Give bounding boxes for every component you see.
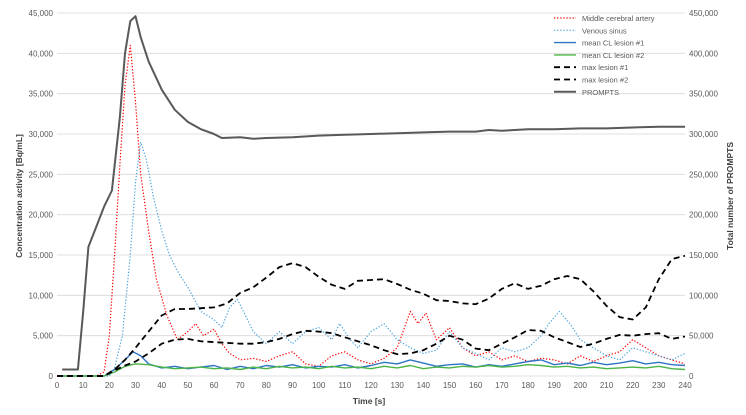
x-tick-label: 10 xyxy=(79,381,88,390)
y2-tick-label: 100,000 xyxy=(689,291,718,300)
y2-tick-label: 0 xyxy=(689,372,694,381)
x-tick-label: 190 xyxy=(547,381,561,390)
y-axis-ticks: 0 5,000 10,000 15,000 20,000 25,000 30,000 35,0… xyxy=(29,9,54,381)
legend-label-6: PROMPTS xyxy=(582,88,619,97)
x-tick-label: 30 xyxy=(131,381,140,390)
x-tick-label: 100 xyxy=(312,381,326,390)
x-tick-label: 150 xyxy=(443,381,457,390)
x-tick-label: 230 xyxy=(652,381,666,390)
y2-tick-label: 350,000 xyxy=(689,90,718,99)
x-tick-label: 0 xyxy=(55,381,60,390)
y-tick-label: 30,000 xyxy=(29,130,54,139)
y-tick-label: 15,000 xyxy=(29,251,54,260)
x-tick-label: 40 xyxy=(157,381,166,390)
y2-tick-label: 50,000 xyxy=(689,332,714,341)
x-tick-label: 50 xyxy=(183,381,192,390)
legend: Middle cerebral artery Venous sinus mean C… xyxy=(554,14,655,97)
y2-tick-label: 450,000 xyxy=(689,9,718,18)
y-tick-label: 25,000 xyxy=(29,170,54,179)
series-lines xyxy=(57,15,686,377)
y2-tick-label: 300,000 xyxy=(689,130,718,139)
y-tick-label: 10,000 xyxy=(29,291,54,300)
x-tick-label: 90 xyxy=(288,381,297,390)
y-tick-label: 40,000 xyxy=(29,49,54,58)
x-tick-label: 180 xyxy=(521,381,535,390)
legend-label-3: mean CL lesion #2 xyxy=(582,51,644,60)
x-tick-label: 140 xyxy=(417,381,431,390)
x-tick-label: 20 xyxy=(105,381,114,390)
y2-axis-ticks: 0 50,000 100,000 150,000 200,000 250,000 300,0… xyxy=(689,9,718,381)
legend-label-1: Venous sinus xyxy=(582,26,627,35)
series-line-1 xyxy=(57,141,686,377)
y-axis-title: Concentration activity [Bq/mL] xyxy=(14,134,24,258)
series-line-3 xyxy=(57,363,686,377)
series-line-4 xyxy=(57,329,686,377)
x-tick-label: 210 xyxy=(600,381,614,390)
y2-tick-label: 400,000 xyxy=(689,49,718,58)
x-axis-ticks: 0 10 20 30 40 50 60 70 80 90 100 110 120 130 140 150 160… xyxy=(55,381,692,390)
x-tick-label: 120 xyxy=(364,381,378,390)
series-line-5 xyxy=(57,254,686,377)
x-tick-label: 130 xyxy=(390,381,404,390)
x-axis-title: Time [s] xyxy=(353,396,386,406)
x-tick-label: 60 xyxy=(210,381,219,390)
x-tick-label: 240 xyxy=(678,381,692,390)
gridlines xyxy=(57,12,685,377)
y2-axis-title: Total number of PROMPTS xyxy=(725,142,735,250)
x-tick-label: 160 xyxy=(469,381,483,390)
x-tick-label: 70 xyxy=(236,381,245,390)
y-tick-label: 5,000 xyxy=(33,332,54,341)
series-line-2 xyxy=(57,351,686,377)
legend-label-2: mean CL lesion #1 xyxy=(582,39,644,48)
y2-tick-label: 150,000 xyxy=(689,251,718,260)
y-tick-label: 0 xyxy=(49,372,54,381)
y2-tick-label: 200,000 xyxy=(689,211,718,220)
legend-label-4: max lesion #1 xyxy=(582,63,628,72)
x-tick-label: 80 xyxy=(262,381,271,390)
y-tick-label: 45,000 xyxy=(29,9,54,18)
x-tick-label: 110 xyxy=(338,381,351,390)
y-tick-label: 35,000 xyxy=(29,90,54,99)
y-tick-label: 20,000 xyxy=(29,211,54,220)
legend-label-0: Middle cerebral artery xyxy=(582,14,655,23)
x-tick-label: 220 xyxy=(626,381,640,390)
y2-tick-label: 250,000 xyxy=(689,170,718,179)
x-tick-label: 200 xyxy=(574,381,588,390)
series-line-6 xyxy=(62,15,685,371)
x-tick-label: 170 xyxy=(495,381,509,390)
legend-label-5: max lesion #2 xyxy=(582,76,628,85)
